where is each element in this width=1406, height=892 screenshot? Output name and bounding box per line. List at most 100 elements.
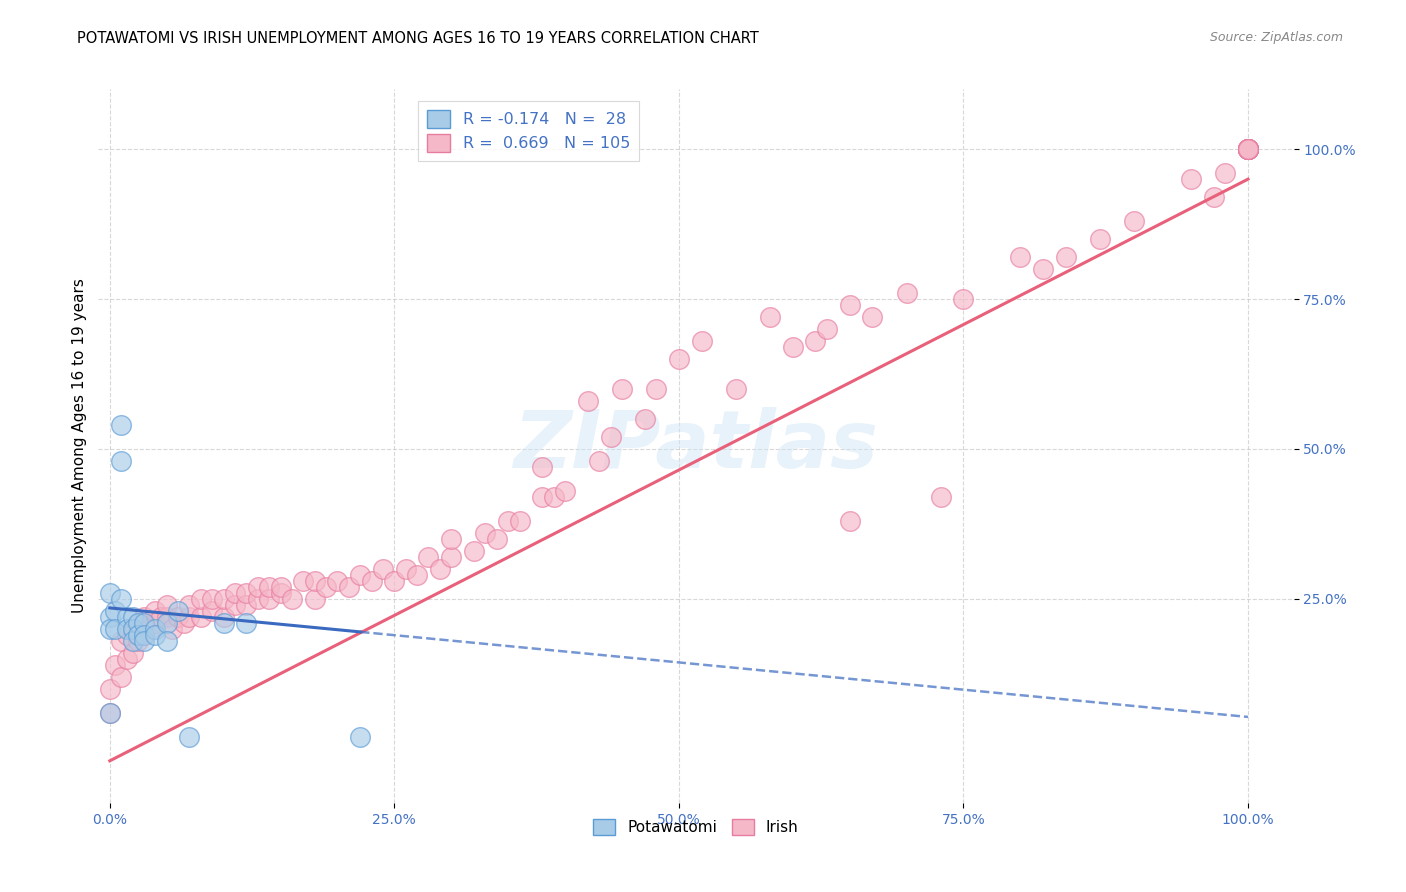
Point bbox=[121, 622, 143, 636]
Point bbox=[173, 615, 195, 630]
Point bbox=[257, 591, 280, 606]
Point bbox=[645, 382, 668, 396]
Point bbox=[98, 622, 121, 636]
Point bbox=[588, 454, 610, 468]
Point bbox=[1123, 214, 1146, 228]
Point bbox=[1237, 142, 1260, 156]
Point bbox=[156, 615, 179, 630]
Point bbox=[110, 633, 132, 648]
Point bbox=[179, 598, 201, 612]
Point bbox=[543, 490, 565, 504]
Point bbox=[143, 604, 166, 618]
Point bbox=[349, 730, 371, 744]
Point bbox=[246, 591, 269, 606]
Point bbox=[440, 532, 463, 546]
Point bbox=[1202, 190, 1225, 204]
Point bbox=[98, 586, 121, 600]
Point bbox=[98, 706, 121, 720]
Point bbox=[115, 610, 138, 624]
Point bbox=[121, 646, 143, 660]
Point bbox=[395, 562, 418, 576]
Point bbox=[115, 628, 138, 642]
Point bbox=[304, 591, 326, 606]
Point bbox=[1088, 232, 1111, 246]
Point bbox=[1237, 142, 1260, 156]
Point bbox=[212, 615, 235, 630]
Point bbox=[531, 490, 554, 504]
Point bbox=[212, 591, 235, 606]
Point bbox=[143, 628, 166, 642]
Point bbox=[496, 514, 519, 528]
Point bbox=[382, 574, 405, 588]
Point bbox=[127, 615, 149, 630]
Point bbox=[127, 615, 149, 630]
Point bbox=[212, 610, 235, 624]
Point bbox=[143, 615, 166, 630]
Point bbox=[860, 310, 883, 324]
Point bbox=[270, 580, 292, 594]
Point bbox=[668, 352, 690, 367]
Point bbox=[201, 604, 224, 618]
Point bbox=[1237, 142, 1260, 156]
Y-axis label: Unemployment Among Ages 16 to 19 years: Unemployment Among Ages 16 to 19 years bbox=[72, 278, 87, 614]
Point bbox=[360, 574, 382, 588]
Point bbox=[201, 591, 224, 606]
Point bbox=[371, 562, 394, 576]
Point bbox=[326, 574, 349, 588]
Point bbox=[838, 514, 860, 528]
Point bbox=[127, 628, 149, 642]
Point bbox=[929, 490, 952, 504]
Point bbox=[952, 292, 974, 306]
Point bbox=[235, 598, 257, 612]
Point bbox=[132, 610, 155, 624]
Point bbox=[1237, 142, 1260, 156]
Point bbox=[463, 544, 485, 558]
Point bbox=[1237, 142, 1260, 156]
Point bbox=[132, 615, 155, 630]
Point bbox=[690, 334, 713, 348]
Point bbox=[224, 598, 246, 612]
Point bbox=[610, 382, 633, 396]
Point bbox=[576, 394, 599, 409]
Point bbox=[1237, 142, 1260, 156]
Point bbox=[115, 622, 138, 636]
Point bbox=[98, 681, 121, 696]
Point bbox=[179, 610, 201, 624]
Point bbox=[110, 454, 132, 468]
Point bbox=[1237, 142, 1260, 156]
Point bbox=[724, 382, 747, 396]
Point bbox=[838, 298, 860, 312]
Point bbox=[485, 532, 508, 546]
Point bbox=[509, 514, 531, 528]
Point bbox=[138, 622, 160, 636]
Point bbox=[1032, 262, 1054, 277]
Text: POTAWATOMI VS IRISH UNEMPLOYMENT AMONG AGES 16 TO 19 YEARS CORRELATION CHART: POTAWATOMI VS IRISH UNEMPLOYMENT AMONG A… bbox=[77, 31, 759, 46]
Point bbox=[190, 591, 212, 606]
Point bbox=[1237, 142, 1260, 156]
Point bbox=[349, 568, 371, 582]
Point bbox=[815, 322, 838, 336]
Point bbox=[440, 549, 463, 564]
Point bbox=[132, 633, 155, 648]
Point bbox=[156, 598, 179, 612]
Point bbox=[315, 580, 337, 594]
Point bbox=[110, 591, 132, 606]
Point bbox=[121, 633, 143, 648]
Point bbox=[104, 657, 127, 672]
Point bbox=[110, 417, 132, 432]
Point bbox=[418, 549, 440, 564]
Point bbox=[127, 633, 149, 648]
Point bbox=[224, 586, 246, 600]
Point bbox=[167, 610, 190, 624]
Point bbox=[143, 622, 166, 636]
Point bbox=[1237, 142, 1260, 156]
Point bbox=[162, 622, 184, 636]
Point bbox=[121, 622, 143, 636]
Point bbox=[1180, 172, 1202, 186]
Point bbox=[257, 580, 280, 594]
Point bbox=[121, 610, 143, 624]
Point bbox=[1237, 142, 1260, 156]
Point bbox=[782, 340, 804, 354]
Point bbox=[337, 580, 360, 594]
Point bbox=[156, 610, 179, 624]
